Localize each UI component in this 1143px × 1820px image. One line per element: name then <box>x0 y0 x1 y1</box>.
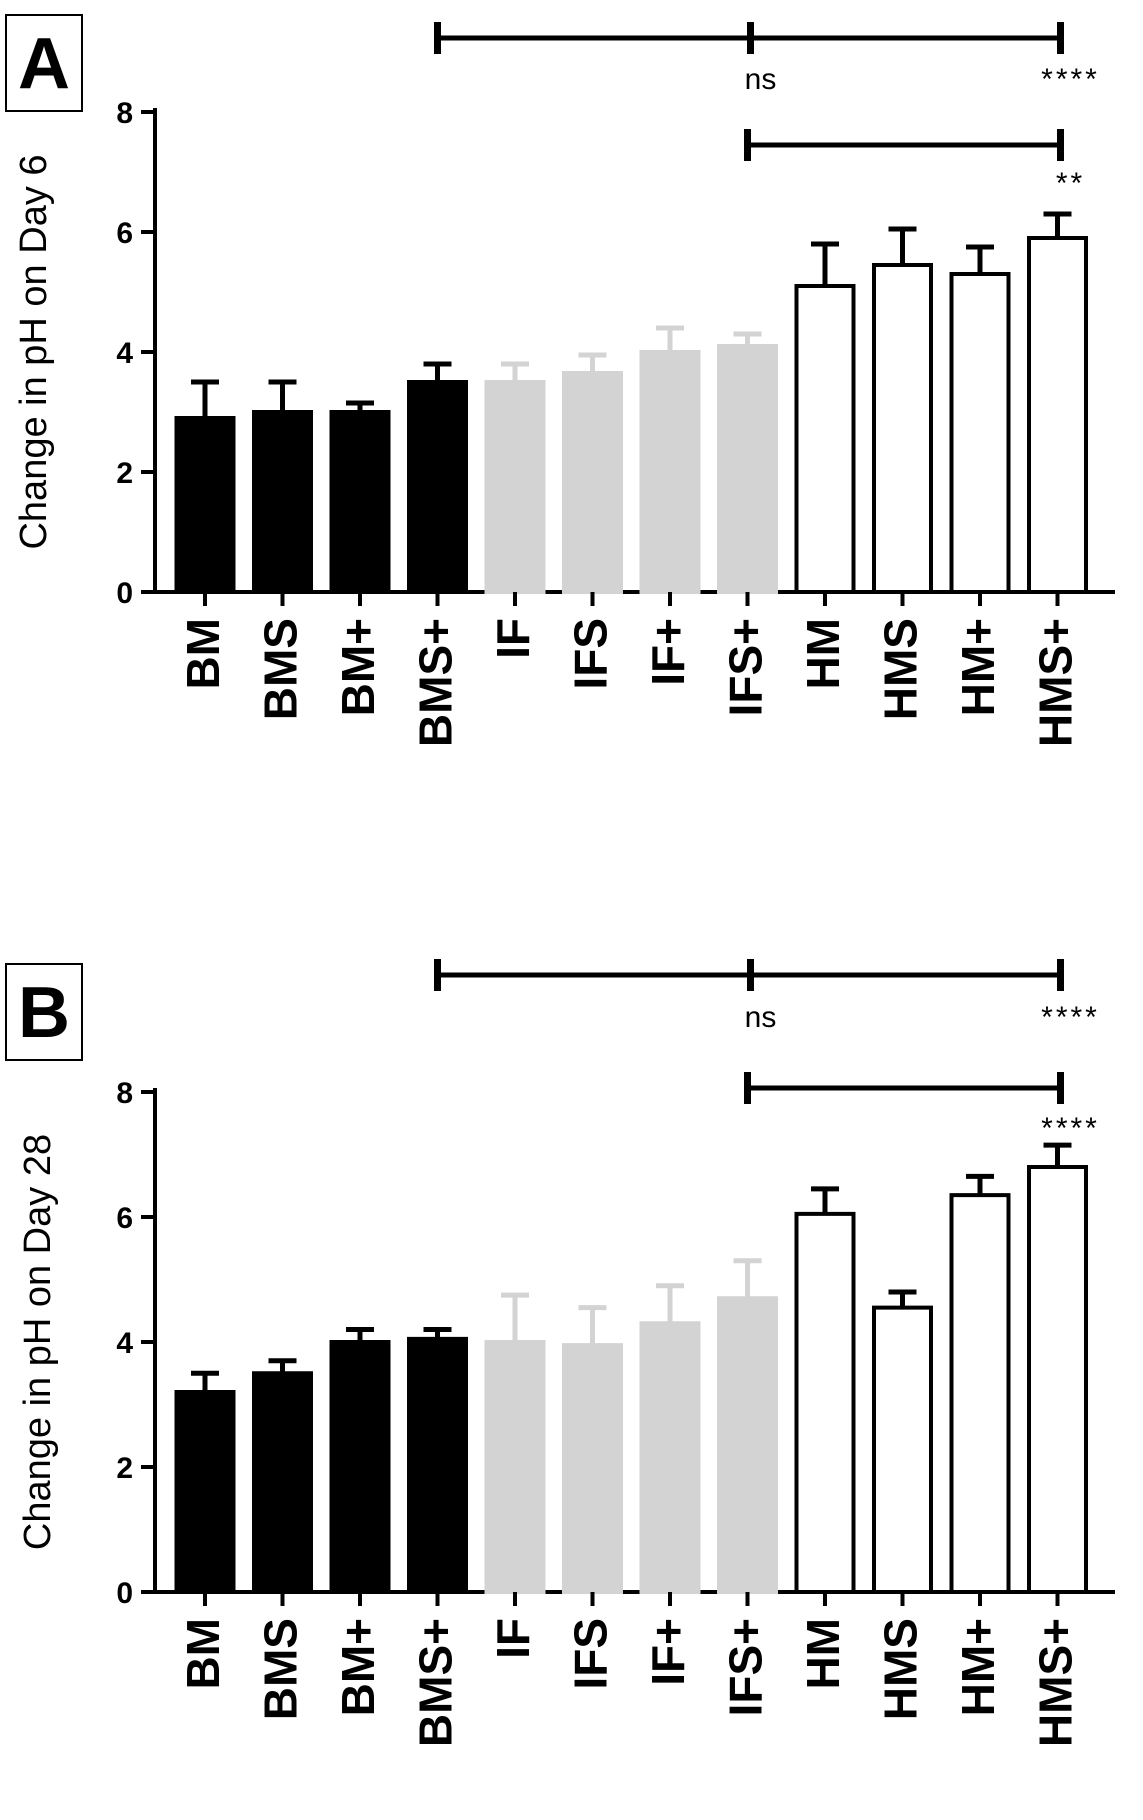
category-label: BMS <box>255 618 307 720</box>
chart-panel-a: A Change in pH on Day 6 0 2 4 6 8 BM BMS BM+ BMS+ I… <box>5 14 1115 747</box>
panel-label: A <box>18 24 70 104</box>
category-label: HM+ <box>952 1618 1004 1716</box>
category-label: HM+ <box>952 618 1004 716</box>
category-label: IFS+ <box>720 618 772 716</box>
significance-label-stars: ** <box>1056 167 1085 200</box>
category-label: HMS <box>875 1618 927 1720</box>
category-label: IF+ <box>642 1618 694 1686</box>
bar <box>407 1336 468 1594</box>
bar <box>562 371 623 594</box>
y-axis-label: Change in pH on Day 28 <box>17 1134 59 1550</box>
significance-label-stars: **** <box>1041 1112 1100 1145</box>
category-label: HMS+ <box>1030 618 1082 747</box>
y-tick-label: 6 <box>116 217 133 250</box>
y-tick-label: 0 <box>116 1577 133 1610</box>
category-label: IFS <box>565 618 617 690</box>
bar <box>639 1321 701 1594</box>
y-tick-label: 2 <box>116 457 133 490</box>
y-tick-label: 6 <box>116 1202 133 1235</box>
bar <box>794 1211 856 1594</box>
category-label: BM <box>177 618 229 690</box>
bar <box>1027 236 1088 594</box>
category-label: IF <box>487 618 539 659</box>
bar <box>872 263 933 594</box>
category-label: BMS <box>255 1618 307 1720</box>
category-label: BM+ <box>332 1618 384 1716</box>
category-label: HM <box>797 618 849 690</box>
bar <box>329 410 391 594</box>
bar <box>484 1340 546 1594</box>
bar <box>949 1193 1011 1594</box>
y-tick-label: 4 <box>116 1327 133 1360</box>
bar <box>794 284 856 594</box>
bar <box>174 1390 236 1594</box>
y-tick-label: 4 <box>116 337 133 370</box>
bar <box>562 1343 623 1594</box>
category-label: IF <box>487 1618 539 1659</box>
significance-label-ns: ns <box>745 1001 777 1034</box>
chart-panel-b: B Change in pH on Day 28 0 2 4 6 8 BM BMS BM+ BMS+… <box>5 959 1115 1747</box>
significance-label-stars: **** <box>1041 63 1100 96</box>
category-label: HMS+ <box>1030 1618 1082 1747</box>
category-label: HMS <box>875 618 927 720</box>
y-tick-label: 2 <box>116 1452 133 1485</box>
significance-label-ns: ns <box>745 63 777 96</box>
y-tick-label: 8 <box>116 1077 133 1110</box>
category-label: BMS+ <box>410 1618 462 1747</box>
panel-label-box <box>5 14 83 112</box>
significance-label-stars: **** <box>1041 1001 1100 1034</box>
bar <box>407 380 468 594</box>
panel-label: B <box>18 973 70 1053</box>
bar <box>639 350 701 594</box>
category-label: BM+ <box>332 618 384 716</box>
bar <box>329 1340 391 1594</box>
bar <box>872 1305 933 1594</box>
category-label: BM <box>177 1618 229 1690</box>
bar <box>717 1296 778 1594</box>
bar <box>484 380 546 594</box>
bar <box>717 344 778 594</box>
category-label: BMS+ <box>410 618 462 747</box>
bar <box>252 1371 313 1594</box>
category-label: IF+ <box>642 618 694 686</box>
bar <box>949 272 1011 594</box>
bar <box>252 410 313 594</box>
bar <box>174 416 236 594</box>
category-label: IFS <box>565 1618 617 1690</box>
category-label: IFS+ <box>720 1618 772 1716</box>
y-axis-label: Change in pH on Day 6 <box>13 154 55 549</box>
y-tick-label: 8 <box>116 97 133 130</box>
bar <box>1027 1165 1088 1594</box>
panel-label-box <box>5 963 83 1061</box>
category-label: HM <box>797 1618 849 1690</box>
y-tick-label: 0 <box>116 577 133 610</box>
